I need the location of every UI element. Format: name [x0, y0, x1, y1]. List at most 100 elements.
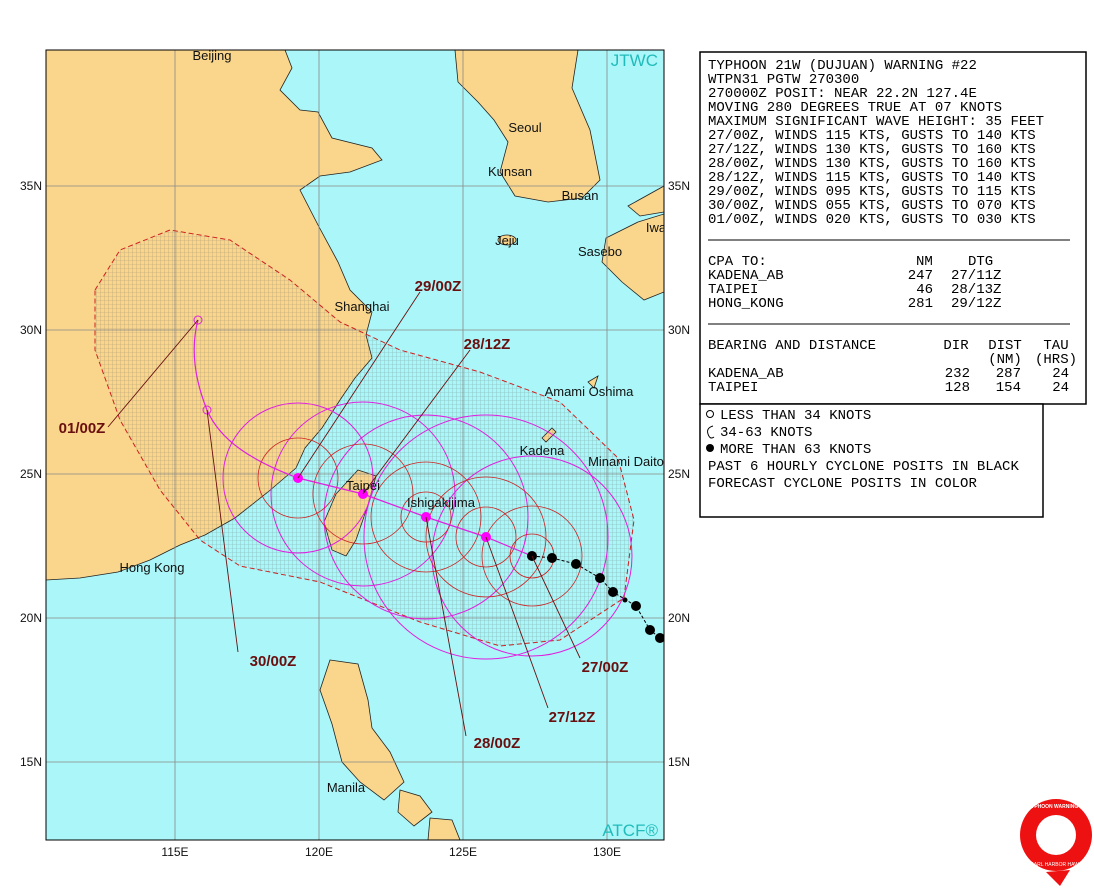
logo-center [1036, 815, 1076, 855]
place-label: Amami Oshima [545, 384, 635, 399]
cpa-nm: 281 [908, 296, 933, 312]
forecast-label: 01/00Z [59, 420, 106, 437]
bearing-name: KADENA_AB [708, 366, 784, 382]
header-line: MOVING 280 DEGREES TRUE AT 07 KNOTS [708, 100, 1002, 116]
logo [1020, 799, 1092, 886]
lat-label: 15N [668, 755, 690, 769]
legend-line: LESS THAN 34 KNOTS [720, 408, 871, 424]
place-label: Sasebo [578, 244, 622, 259]
cpa-dtg: 27/11Z [951, 268, 1001, 284]
legend-line: 34-63 KNOTS [720, 425, 812, 441]
forecast-label: 27/12Z [549, 709, 596, 726]
place-label: Busan [562, 188, 599, 203]
place-label: Minami Daito [588, 454, 664, 469]
warning-box [699, 51, 1087, 405]
legend-icon-weak [706, 410, 714, 418]
place-label: Kunsan [488, 164, 532, 179]
cpa-dtg: 28/13Z [951, 282, 1001, 298]
cpa-title: CPA TO: [708, 254, 767, 270]
bearing-tau: 24 [1052, 366, 1069, 382]
place-label: Ishigakijima [407, 495, 476, 510]
header-line: 27/12Z, WINDS 130 KTS, GUSTS TO 160 KTS [708, 142, 1036, 158]
place-label: Beijing [192, 48, 231, 63]
logo-tail [1046, 870, 1070, 886]
lat-label: 20N [668, 611, 690, 625]
forecast-label: 28/12Z [464, 336, 511, 353]
lat-label: 30N [20, 323, 42, 337]
header-line: 270000Z POSIT: NEAR 22.2N 127.4E [708, 86, 977, 102]
header-line: WTPN31 PGTW 270300 [708, 72, 859, 88]
bearing-unit: (NM) [988, 352, 1022, 368]
software-label: ATCF® [602, 821, 658, 840]
bearing-column: DIR [943, 338, 969, 354]
bearing-tau: 24 [1052, 380, 1069, 396]
forecast-label: 30/00Z [250, 653, 297, 670]
cpa-nm: 247 [908, 268, 933, 284]
forecast-label: 27/00Z [582, 659, 629, 676]
past-positions [527, 551, 664, 643]
header-line: 30/00Z, WINDS 055 KTS, GUSTS TO 070 KTS [708, 198, 1036, 214]
bearing-column: TAU [1043, 338, 1068, 354]
lon-label: 130E [593, 845, 621, 859]
bearing-dir: 128 [945, 380, 970, 396]
lat-label: 25N [20, 467, 42, 481]
place-label: Jeju [495, 233, 519, 248]
place-label: Kadena [520, 443, 566, 458]
place-label: Manila [327, 780, 366, 795]
header-line: TYPHOON 21W (DUJUAN) WARNING #22 [708, 58, 977, 74]
cpa-name: KADENA_AB [708, 268, 784, 284]
lat-label: 20N [20, 611, 42, 625]
place-label: Hong Kong [119, 560, 184, 575]
wind-radii [222, 401, 633, 660]
axis-labels: 35N 35N 30N 30N 25N 25N 20N 20N 15N 15N 115E 120E 12… [20, 179, 690, 859]
header-line: 28/12Z, WINDS 115 KTS, GUSTS TO 140 KTS [708, 170, 1036, 186]
header-line: 27/00Z, WINDS 115 KTS, GUSTS TO 140 KTS [708, 128, 1036, 144]
forecast-label: 28/00Z [474, 735, 521, 752]
header-line: 01/00Z, WINDS 020 KTS, GUSTS TO 030 KTS [708, 212, 1036, 228]
place-label: Seoul [508, 120, 541, 135]
place-label: Taipei [346, 478, 380, 493]
map: Beijing Seoul Kunsan Busan Jeju Sasebo Iwa Shan… [46, 48, 667, 840]
lon-label: 125E [449, 845, 477, 859]
cpa-dtg: 29/12Z [951, 296, 1001, 312]
cpa-column: DTG [968, 254, 993, 270]
bearing-column: DIST [988, 338, 1022, 354]
bearing-unit: (HRS) [1035, 352, 1077, 368]
legend-line: MORE THAN 63 KNOTS [720, 442, 871, 458]
lat-label: 25N [668, 467, 690, 481]
place-label: Iwa [646, 220, 667, 235]
cpa-column: NM [916, 254, 933, 270]
legend-box [699, 403, 1044, 518]
inner-radii [257, 437, 583, 607]
lat-label: 30N [668, 323, 690, 337]
cpa-nm: 46 [916, 282, 933, 298]
bearing-title: BEARING AND DISTANCE [708, 338, 876, 354]
map-labels: Beijing Seoul Kunsan Busan Jeju Sasebo Iwa Shan… [59, 48, 667, 840]
forecast-label: 29/00Z [415, 278, 462, 295]
header-line: 28/00Z, WINDS 130 KTS, GUSTS TO 160 KTS [708, 156, 1036, 172]
logo-title: JOINT TYPHOON WARNING CENTER [1012, 804, 1094, 810]
map-frame [45, 49, 665, 841]
cpa-name: TAIPEI [708, 282, 758, 298]
header-line: 29/00Z, WINDS 095 KTS, GUSTS TO 115 KTS [708, 184, 1036, 200]
bearing-name: TAIPEI [708, 380, 758, 396]
lon-label: 115E [161, 845, 188, 859]
lon-label: 120E [305, 845, 333, 859]
agency-label: JTWC [611, 51, 658, 70]
bearing-dir: 232 [945, 366, 970, 382]
legend-line: FORECAST CYCLONE POSITS IN COLOR [708, 476, 977, 492]
label-leaders [107, 291, 581, 737]
cpa-name: HONG_KONG [708, 296, 784, 312]
lat-label: 35N [668, 179, 690, 193]
header-line: MAXIMUM SIGNIFICANT WAVE HEIGHT: 35 FEET [708, 114, 1044, 130]
legend-icon-typhoon [706, 444, 714, 452]
bearing-dist: 154 [996, 380, 1021, 396]
legend-line: PAST 6 HOURLY CYCLONE POSITS IN BLACK [708, 459, 1019, 475]
lat-label: 35N [20, 179, 42, 193]
bearing-dist: 287 [996, 366, 1021, 382]
place-label: Shanghai [335, 299, 390, 314]
logo-place: PEARL HARBOR HAWAII [1027, 862, 1085, 868]
legend-icon-storm [707, 425, 715, 439]
